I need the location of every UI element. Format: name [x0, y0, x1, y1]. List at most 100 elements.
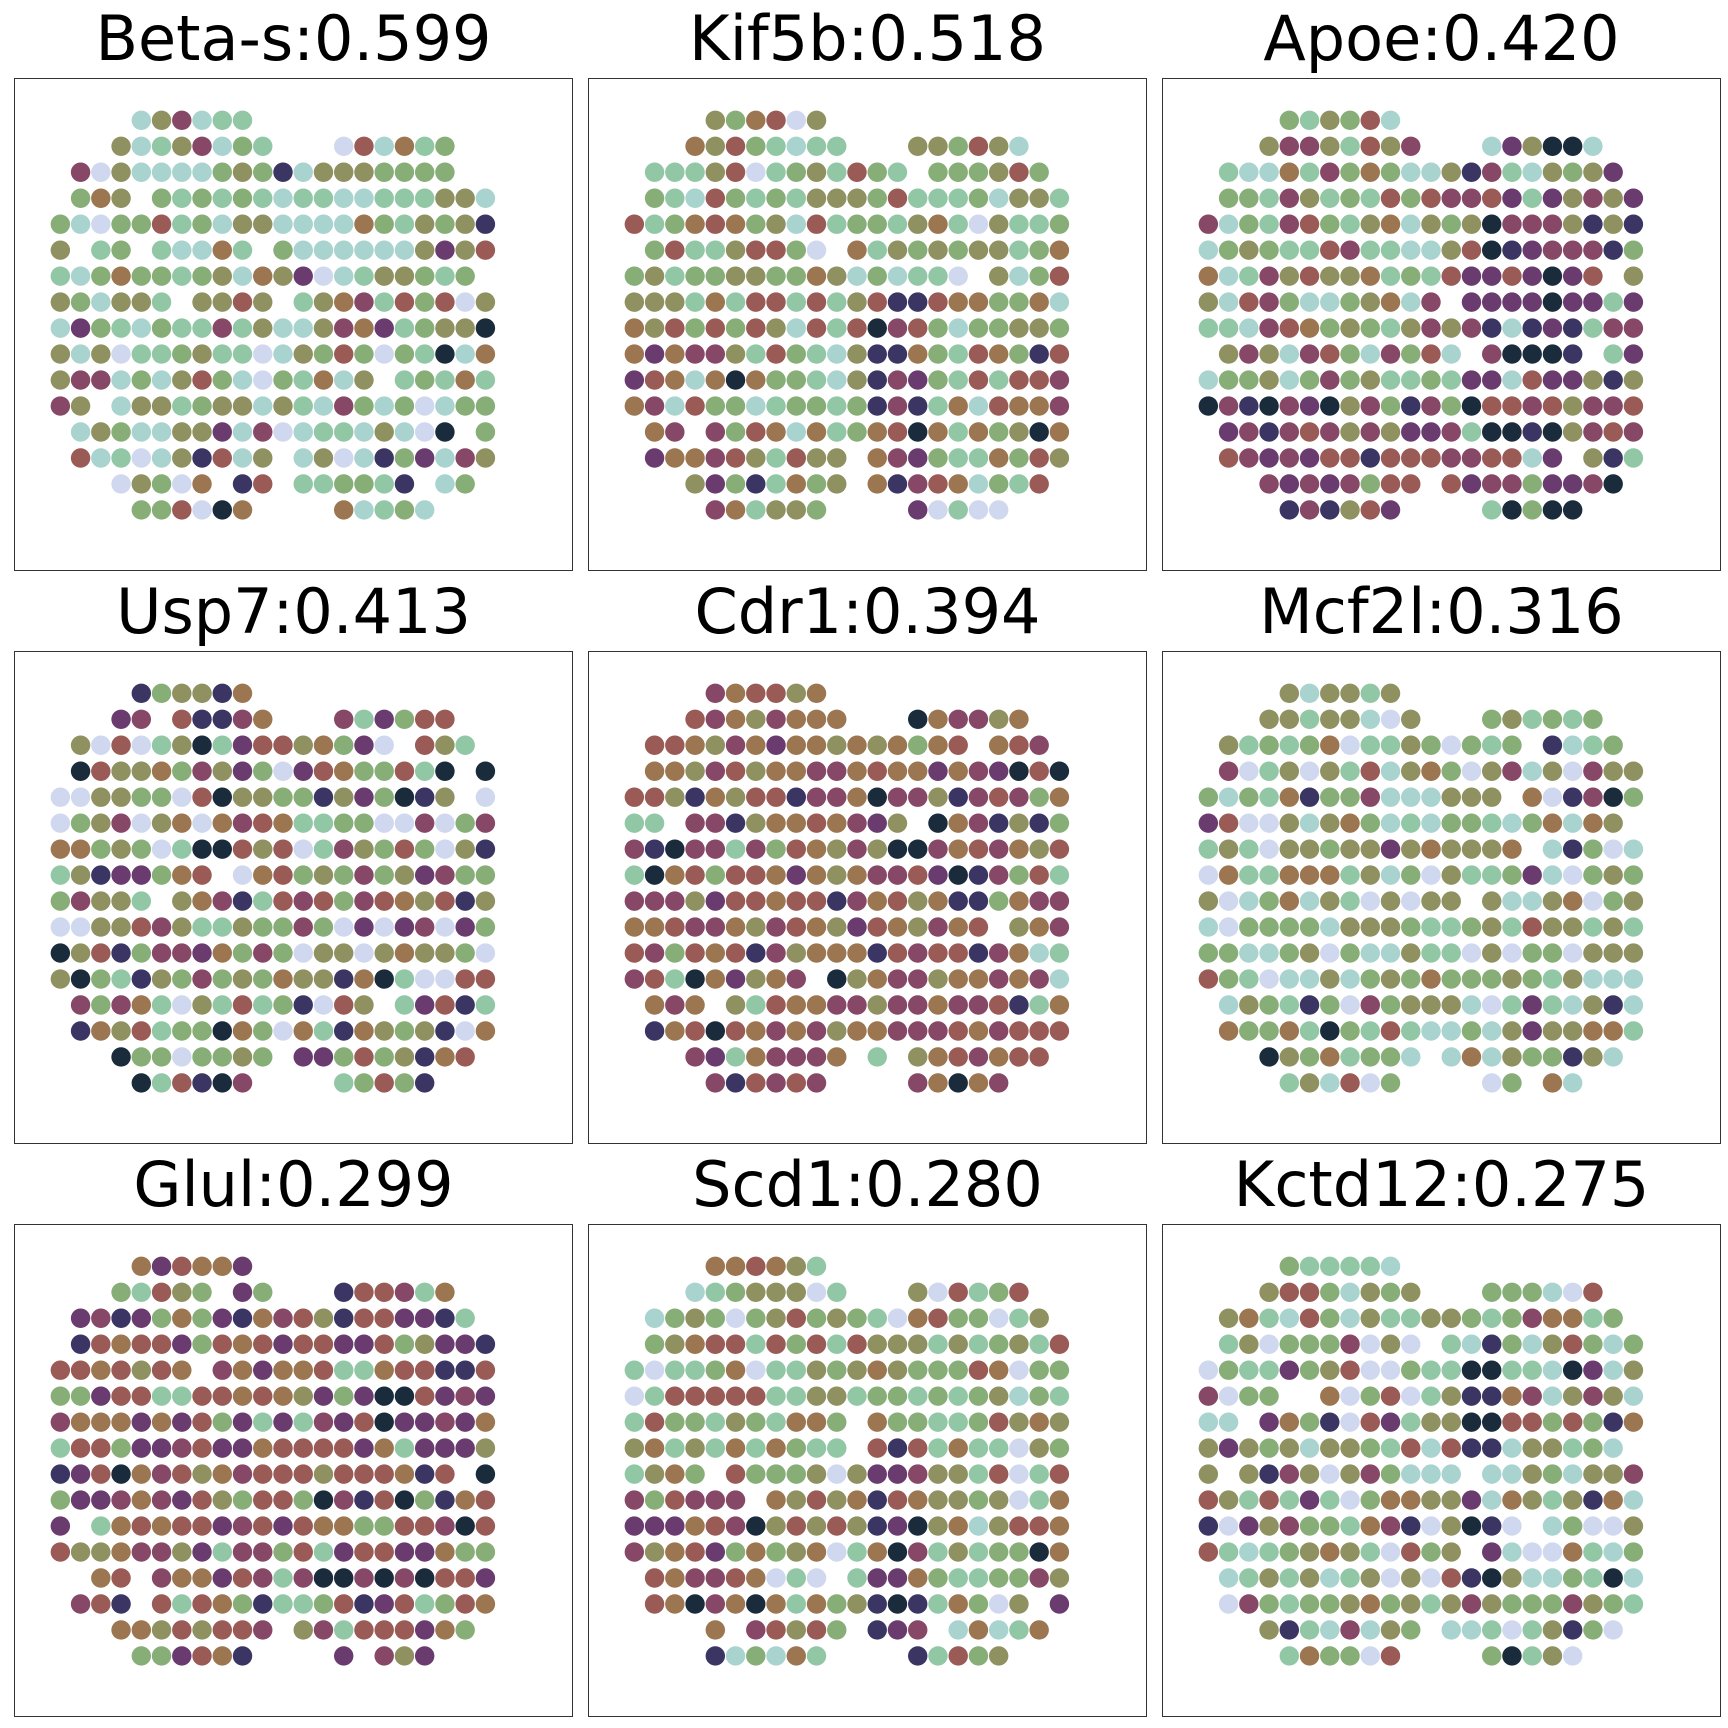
spot-point: [293, 240, 313, 260]
spot-point: [374, 1464, 394, 1484]
spot-point: [172, 709, 192, 730]
spot-point: [111, 943, 131, 963]
spot-point: [1401, 422, 1421, 442]
spot-point: [988, 240, 1009, 260]
spot-point: [1583, 1308, 1603, 1328]
spot-point: [644, 865, 665, 885]
spot-point: [1502, 1568, 1522, 1588]
spot-point: [1360, 396, 1380, 416]
spot-point: [455, 1021, 475, 1041]
spot-point: [273, 1568, 293, 1588]
spot-point: [867, 318, 887, 338]
spot-point: [847, 240, 867, 260]
spot-point: [232, 1047, 253, 1067]
spot-point: [394, 1646, 415, 1666]
spot-point: [232, 1412, 253, 1432]
spot-point: [273, 1334, 293, 1354]
spot-point: [948, 266, 968, 286]
spot-point: [1441, 995, 1461, 1015]
spot-point: [232, 891, 253, 911]
spot-point: [1542, 448, 1563, 468]
spot-point: [1049, 1490, 1070, 1510]
spot-point: [847, 917, 867, 937]
spot-point: [1320, 1620, 1340, 1640]
spot-point: [313, 292, 334, 312]
spot-point: [1380, 891, 1401, 911]
spot-point: [253, 188, 273, 208]
spot-point: [1259, 1542, 1279, 1562]
spot-point: [847, 813, 867, 833]
spot-point: [867, 1021, 887, 1041]
spot-point: [806, 1646, 827, 1666]
spot-point: [928, 318, 948, 338]
spot-point: [1198, 917, 1219, 937]
spot-point: [253, 839, 273, 859]
spot-point: [1583, 1386, 1603, 1406]
spot-point: [1461, 422, 1482, 442]
spot-point: [988, 943, 1009, 963]
spot-point: [1029, 1334, 1049, 1354]
spot-point: [867, 422, 887, 442]
spot-point: [354, 917, 374, 937]
spot-point: [1461, 1412, 1482, 1432]
spot-point: [766, 344, 786, 364]
spot-point: [232, 709, 253, 730]
spot-point: [1279, 709, 1300, 730]
spot-point: [806, 370, 827, 390]
spot-point: [725, 995, 746, 1015]
spot-point: [948, 240, 968, 260]
spot-point: [1482, 370, 1502, 390]
spot-point: [1320, 370, 1340, 390]
spot-point: [334, 1490, 354, 1510]
spot-point: [172, 1256, 192, 1277]
spot-point: [705, 1438, 726, 1458]
spot-point: [786, 1386, 806, 1406]
spot-point: [1009, 370, 1029, 390]
spot-point: [1603, 943, 1623, 963]
spot-point: [746, 1646, 766, 1666]
spot-point: [172, 995, 192, 1015]
spot-point: [786, 1568, 806, 1588]
spot-point: [1360, 761, 1380, 781]
spot-point: [988, 1282, 1009, 1303]
spot-point: [1461, 735, 1482, 755]
spot-point: [948, 1620, 968, 1640]
spot-point: [293, 917, 313, 937]
spot-point: [374, 1308, 394, 1328]
spot-point: [867, 1360, 887, 1380]
spot-point: [746, 1568, 766, 1588]
spot-point: [435, 1334, 455, 1354]
spot-point: [665, 917, 685, 937]
spot-point: [1259, 1047, 1279, 1067]
spot-point: [1401, 891, 1421, 911]
spot-point: [1340, 761, 1360, 781]
spot-point: [867, 1412, 887, 1432]
spot-point: [111, 1308, 131, 1328]
spot-point: [847, 1360, 867, 1380]
spot-point: [91, 917, 111, 937]
spot-point: [172, 943, 192, 963]
spot-point: [1239, 1438, 1259, 1458]
spot-point: [1380, 162, 1401, 182]
spot-point: [1029, 891, 1049, 911]
spot-point: [1502, 1542, 1522, 1562]
spot-point: [293, 214, 313, 234]
spot-point: [374, 1568, 394, 1588]
spot-point: [685, 1594, 705, 1614]
spot-point: [1218, 396, 1239, 416]
spot-point: [334, 240, 354, 260]
spot-point: [1502, 1464, 1522, 1484]
spot-point: [928, 1282, 948, 1303]
spot-point: [111, 344, 131, 364]
spot-point: [172, 136, 192, 157]
spot-point: [50, 396, 71, 416]
spot-point: [644, 1412, 665, 1432]
spot-point: [232, 240, 253, 260]
spot-point: [705, 110, 726, 131]
spot-point: [70, 735, 91, 755]
spot-point: [705, 709, 726, 730]
spot-point: [725, 969, 746, 989]
spot-point: [1299, 709, 1320, 730]
spot-point: [1299, 1308, 1320, 1328]
spot-point: [1029, 1438, 1049, 1458]
